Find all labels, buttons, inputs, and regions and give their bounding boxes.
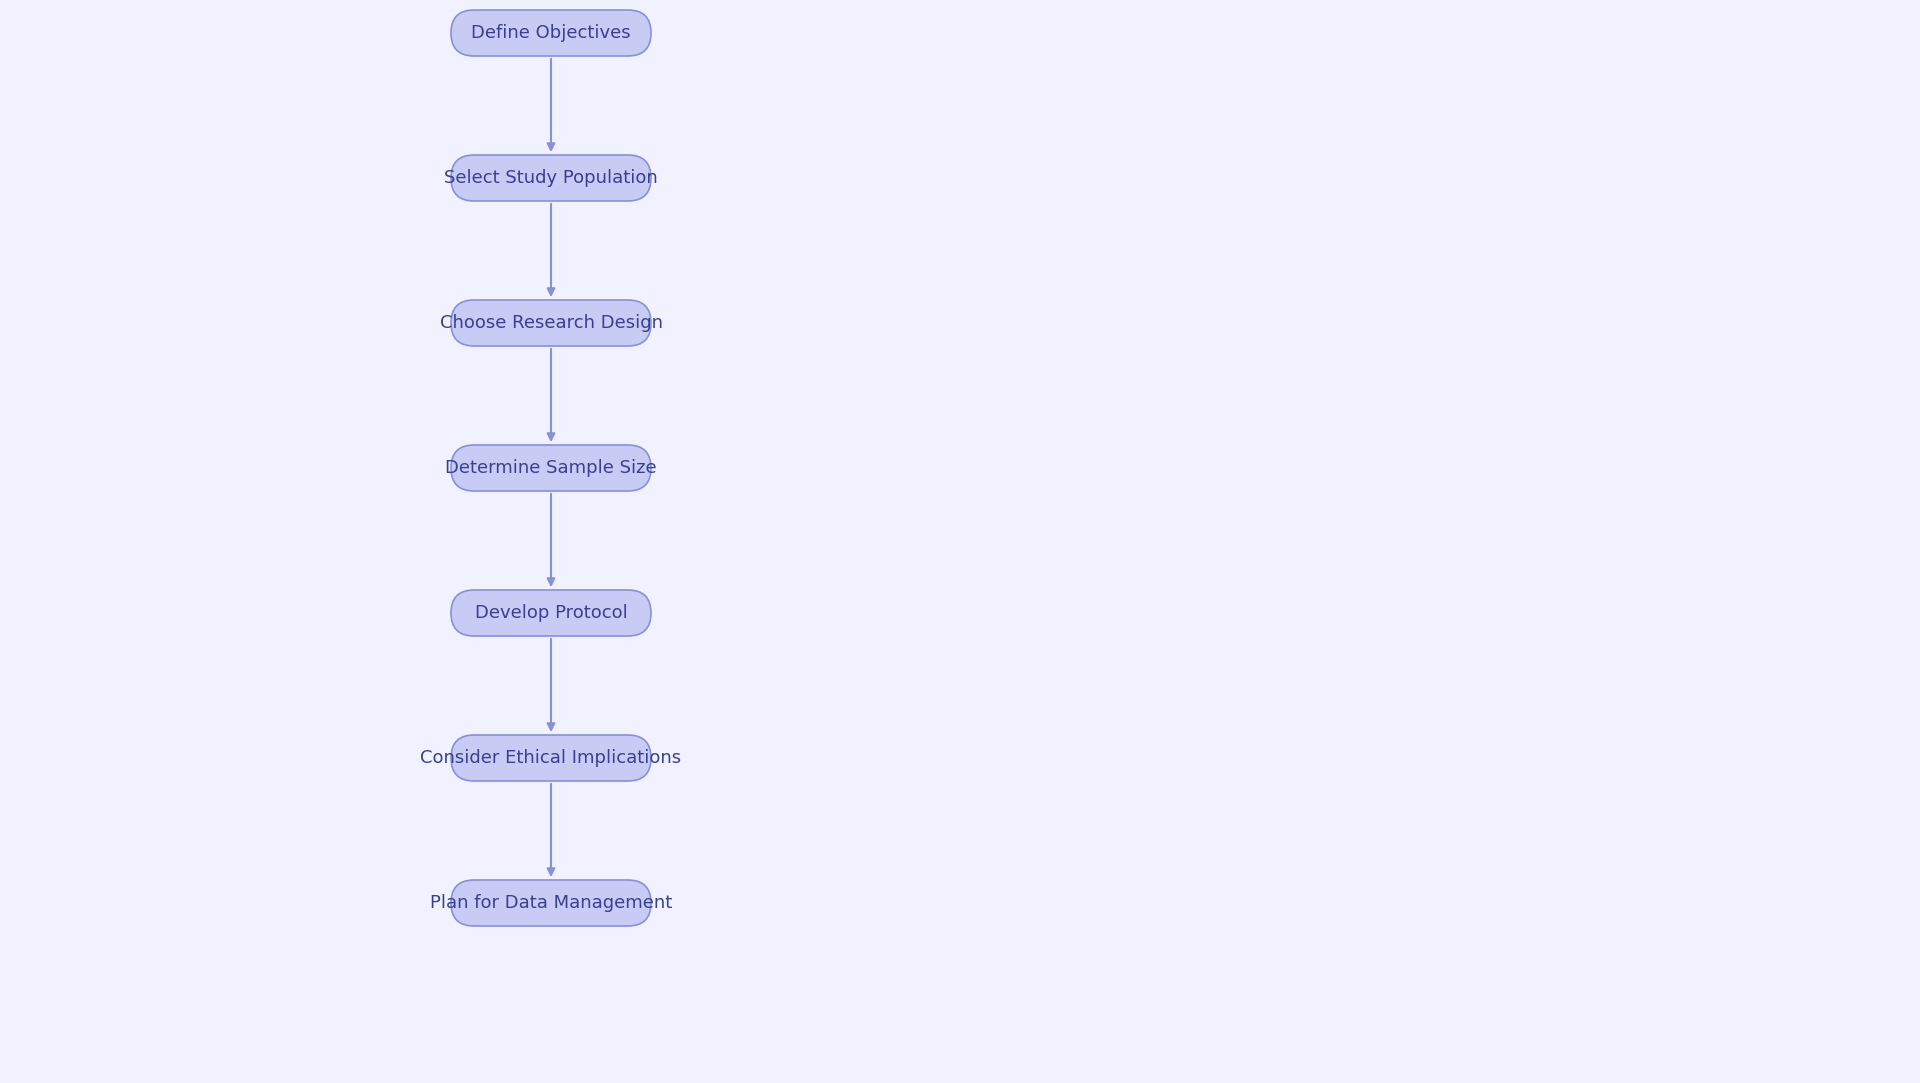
FancyBboxPatch shape	[451, 590, 651, 636]
Text: Plan for Data Management: Plan for Data Management	[430, 893, 672, 912]
FancyBboxPatch shape	[451, 10, 651, 56]
FancyBboxPatch shape	[451, 445, 651, 491]
Text: Consider Ethical Implications: Consider Ethical Implications	[420, 749, 682, 767]
FancyBboxPatch shape	[451, 880, 651, 926]
Text: Choose Research Design: Choose Research Design	[440, 314, 662, 332]
FancyBboxPatch shape	[451, 300, 651, 345]
Text: Define Objectives: Define Objectives	[470, 24, 632, 42]
Text: Determine Sample Size: Determine Sample Size	[445, 459, 657, 477]
FancyBboxPatch shape	[451, 735, 651, 781]
Text: Select Study Population: Select Study Population	[444, 169, 659, 187]
FancyBboxPatch shape	[451, 155, 651, 201]
Text: Develop Protocol: Develop Protocol	[474, 604, 628, 622]
